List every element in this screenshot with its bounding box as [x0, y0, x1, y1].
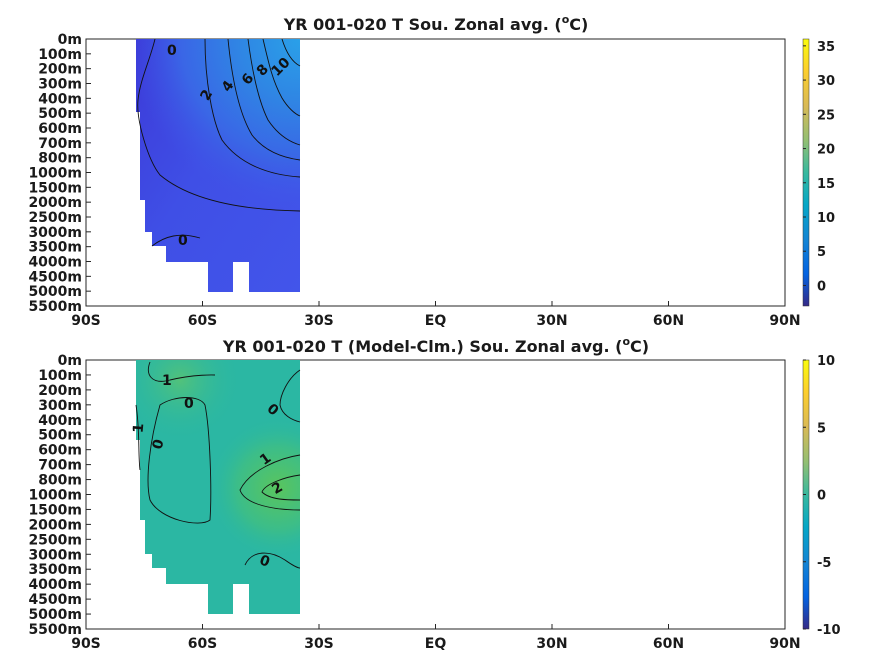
top-colorbar-ticks: 35 30 25 20 15 10 5 0 — [803, 40, 835, 294]
bottom-y-tick-label: 4500m — [28, 592, 82, 608]
bottom-contour-label: 1 — [131, 423, 148, 434]
top-x-tick-label: EQ — [425, 313, 447, 329]
top-colorbar-tick-label: 35 — [817, 40, 835, 55]
bottom-colorbar-tick-label: 5 — [817, 421, 826, 436]
top-panel-title: YR 001-020 T Sou. Zonal avg. (oC) — [283, 13, 589, 34]
top-x-axis: 90S 60S 30S EQ 30N 60N 90N — [71, 301, 801, 329]
bottom-colorbar-ticks: 10 5 0 -5 -10 — [803, 354, 841, 638]
top-y-tick-label: 200m — [38, 62, 82, 78]
top-y-tick-label: 3000m — [28, 225, 82, 241]
top-y-tick-label: 2000m — [28, 195, 82, 211]
bottom-y-tick-label: 2000m — [28, 517, 82, 533]
top-colorbar-tick-label: 0 — [817, 279, 826, 294]
top-colorbar-tick-label: 5 — [817, 245, 826, 260]
top-y-tick-label: 3500m — [28, 240, 82, 256]
bottom-x-axis: 90S 60S 30S EQ 30N 60N 90N — [71, 624, 801, 652]
top-y-tick-label: 5500m — [28, 299, 82, 315]
top-y-tick-label: 100m — [38, 47, 82, 63]
bottom-colorbar-tick-label: -5 — [817, 556, 831, 571]
bottom-contour-label: 1 — [162, 373, 172, 389]
bottom-y-tick-label: 4000m — [28, 577, 82, 593]
top-y-tick-label: 500m — [38, 106, 82, 122]
bottom-y-tick-label: 0m — [58, 353, 82, 369]
top-y-tick-label: 0m — [58, 32, 82, 48]
top-contour-label: 0 — [167, 43, 177, 59]
top-y-tick-label: 700m — [38, 136, 82, 152]
bottom-y-tick-label: 5000m — [28, 607, 82, 623]
bottom-y-tick-label: 400m — [38, 413, 82, 429]
top-colorbar-tick-label: 15 — [817, 177, 835, 192]
top-colorbar-tick-label: 30 — [817, 74, 835, 89]
top-y-tick-label: 1000m — [28, 166, 82, 182]
top-colorbar-tick-label: 20 — [817, 143, 835, 158]
bottom-y-tick-label: 5500m — [28, 622, 82, 638]
bottom-y-tick-label: 300m — [38, 398, 82, 414]
bottom-y-tick-label: 1500m — [28, 502, 82, 518]
bottom-colorbar-tick-label: -10 — [817, 623, 841, 638]
bottom-x-tick-label: 90N — [769, 636, 800, 652]
bottom-y-tick-label: 3500m — [28, 562, 82, 578]
bottom-y-tick-label: 3000m — [28, 547, 82, 563]
bottom-x-tick-label: 90S — [71, 636, 101, 652]
top-colorbar-tick-label: 25 — [817, 108, 835, 123]
bottom-contours — [135, 361, 301, 569]
top-y-tick-label: 1500m — [28, 180, 82, 196]
top-x-tick-label: 30N — [536, 313, 567, 329]
top-y-tick-label: 600m — [38, 121, 82, 137]
top-y-tick-label: 300m — [38, 77, 82, 93]
bottom-contour-label: 0 — [150, 437, 168, 451]
bottom-colorbar-tick-label: 10 — [817, 354, 835, 369]
top-y-tick-label: 400m — [38, 91, 82, 107]
top-y-tick-label: 800m — [38, 151, 82, 167]
bottom-x-tick-label: 30S — [304, 636, 334, 652]
bottom-y-tick-label: 200m — [38, 383, 82, 399]
top-y-axis: 0m100m200m300m400m500m600m700m800m1000m1… — [28, 32, 91, 315]
bottom-x-tick-label: EQ — [425, 636, 447, 652]
bottom-data-field — [136, 360, 300, 614]
bottom-contour-label: 0 — [184, 396, 194, 412]
bottom-y-axis: 0m100m200m300m400m500m600m700m800m1000m1… — [28, 353, 91, 638]
top-contour-label: 0 — [178, 233, 188, 249]
bottom-x-tick-label: 60N — [653, 636, 684, 652]
bottom-y-tick-label: 600m — [38, 443, 82, 459]
bottom-panel-title: YR 001-020 T (Model-Clm.) Sou. Zonal avg… — [222, 335, 649, 356]
bottom-y-tick-label: 1000m — [28, 488, 82, 504]
top-contours — [137, 38, 301, 247]
top-y-tick-label: 2500m — [28, 210, 82, 226]
bottom-y-tick-label: 700m — [38, 458, 82, 474]
bottom-y-tick-label: 100m — [38, 368, 82, 384]
top-colorbar-tick-label: 10 — [817, 211, 835, 226]
bottom-x-tick-label: 60S — [188, 636, 218, 652]
top-x-tick-label: 60N — [653, 313, 684, 329]
bottom-colorbar-tick-label: 0 — [817, 489, 826, 504]
top-x-tick-label: 60S — [188, 313, 218, 329]
top-colorbar — [802, 38, 810, 307]
bottom-y-tick-label: 2500m — [28, 532, 82, 548]
top-y-tick-label: 4500m — [28, 269, 82, 285]
top-x-tick-label: 30S — [304, 313, 334, 329]
bottom-y-tick-label: 500m — [38, 428, 82, 444]
top-x-tick-label: 90S — [71, 313, 101, 329]
top-y-tick-label: 4000m — [28, 255, 82, 271]
bottom-y-tick-label: 800m — [38, 473, 82, 489]
bottom-x-tick-label: 30N — [536, 636, 567, 652]
top-x-tick-label: 90N — [769, 313, 800, 329]
top-data-field — [136, 39, 300, 292]
top-y-tick-label: 5000m — [28, 284, 82, 300]
